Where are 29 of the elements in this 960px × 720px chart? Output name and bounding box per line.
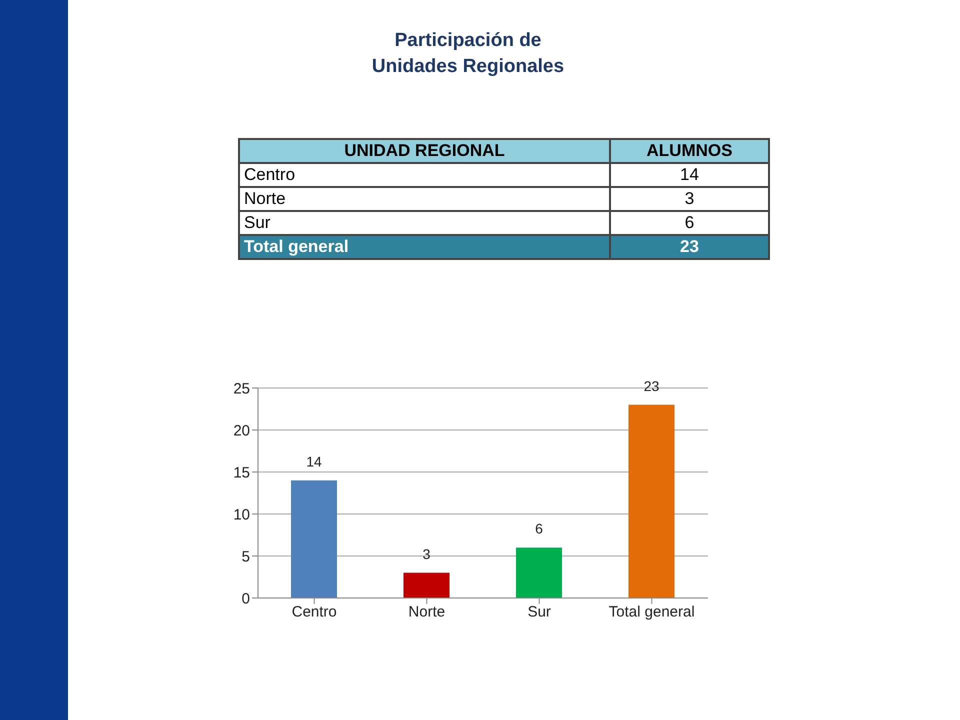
data-label: 6 bbox=[610, 211, 769, 235]
data-label: 3 bbox=[422, 546, 431, 562]
data-label: 3 bbox=[610, 187, 769, 211]
data-label: 23 bbox=[644, 378, 660, 394]
text: UNIDAD REGIONAL bbox=[239, 139, 610, 163]
y-tick-label: 15 bbox=[233, 464, 250, 482]
x-tick-label: Sur bbox=[528, 604, 551, 621]
bar bbox=[516, 548, 562, 598]
y-tick-label: 5 bbox=[242, 548, 250, 566]
y-tick-label: 25 bbox=[233, 380, 250, 398]
category-label: Centro bbox=[239, 163, 610, 187]
x-tick-label: Total general bbox=[608, 604, 695, 621]
category-label: Norte bbox=[239, 187, 610, 211]
x-tick-label: Centro bbox=[292, 604, 337, 621]
y-tick-label: 20 bbox=[233, 422, 250, 440]
x-tick-label: Norte bbox=[408, 604, 446, 621]
category-label: Sur bbox=[239, 211, 610, 235]
data-label: 6 bbox=[535, 520, 544, 537]
bar bbox=[628, 404, 674, 598]
bar bbox=[291, 480, 337, 598]
text: Participación de Unidades Regionales bbox=[370, 29, 566, 79]
text: ALUMNOS bbox=[610, 139, 769, 163]
y-tick-label: 10 bbox=[233, 506, 250, 524]
data-label: 14 bbox=[306, 453, 322, 470]
data-label: 14 bbox=[610, 163, 769, 187]
bar bbox=[404, 572, 450, 598]
data-label: 23 bbox=[610, 235, 769, 259]
category-label: Total general bbox=[239, 235, 610, 259]
y-tick-label: 0 bbox=[242, 590, 250, 608]
